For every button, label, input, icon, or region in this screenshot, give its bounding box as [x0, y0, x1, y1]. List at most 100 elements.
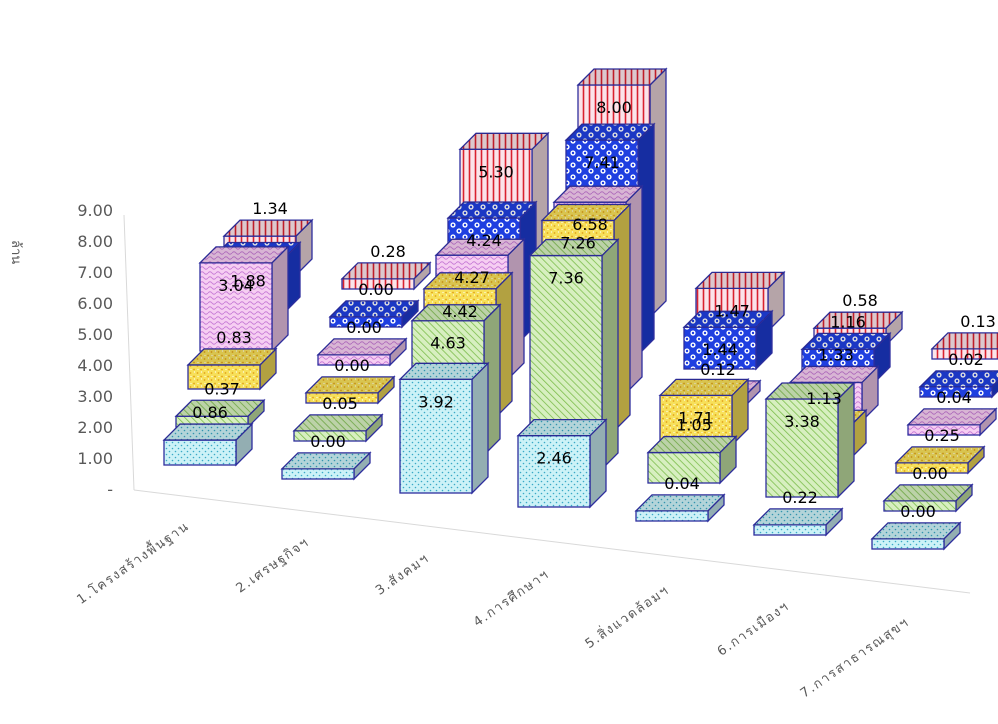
bar-top-shade [164, 424, 252, 441]
bar-top [516, 419, 608, 437]
category-group [280, 261, 432, 481]
bar-top [304, 376, 396, 394]
y-tick-label: 4.00 [77, 356, 113, 375]
y-tick-label: 8.00 [77, 232, 113, 251]
bar-top-shade [282, 452, 370, 469]
bar-top-shade [636, 494, 724, 511]
vertical-axis-line [123, 214, 135, 491]
bar-front [399, 378, 473, 494]
bar-front [187, 364, 261, 390]
bar-top [552, 185, 644, 203]
bar-top [280, 452, 372, 470]
bar-top [398, 362, 490, 380]
bar-top [576, 68, 668, 86]
bar [398, 361, 490, 495]
data-label: 8.00 [596, 98, 632, 117]
data-label: 1.71 [678, 408, 714, 427]
bar [634, 493, 726, 523]
bar [918, 370, 998, 399]
data-label: 1.33 [818, 345, 854, 364]
data-label: 2.46 [536, 449, 572, 468]
data-label: 0.00 [912, 464, 948, 483]
bar-front [517, 435, 591, 508]
data-label: 4.27 [454, 268, 490, 287]
bar-front [163, 439, 237, 466]
bar-top [646, 435, 738, 454]
bar-front [635, 510, 709, 522]
bar-top-shade [896, 446, 984, 463]
bar-top-shade [400, 363, 488, 380]
bar-top-shade [542, 204, 630, 221]
category-label: 3.สังคมฯ [373, 551, 432, 599]
data-label: 0.58 [842, 291, 878, 310]
y-axis-label: ล้าน [8, 240, 23, 264]
data-labels: 1.34 1.883.04 0.83 0.37 0.86 0.28 0.00 0.00 0.00… [192, 98, 996, 521]
bar-top [292, 414, 384, 432]
floor-axis-line [133, 489, 971, 594]
bar-top-shade [200, 246, 288, 263]
bar-top [812, 311, 904, 329]
bar-top-shade [932, 332, 998, 349]
bar [340, 261, 432, 291]
bar [764, 381, 856, 499]
bar-top-shade [696, 272, 784, 289]
data-label: 0.28 [370, 242, 406, 261]
bar-top [222, 219, 314, 237]
bar-top [764, 382, 856, 400]
data-label: 1.47 [714, 301, 750, 320]
bar-top-shade [766, 382, 854, 399]
category-group [752, 310, 904, 537]
y-tick-label: 1.00 [77, 449, 113, 468]
bar-side [271, 245, 289, 353]
bar-top-shade [566, 124, 654, 141]
data-label: 0.00 [334, 356, 370, 375]
data-label: 6.58 [572, 215, 608, 234]
bar [882, 483, 974, 513]
bar-top [422, 272, 514, 290]
data-label: 4.63 [430, 334, 466, 353]
bar-top-shade [224, 220, 312, 237]
data-label: 0.02 [948, 350, 984, 369]
data-label: 1.34 [252, 199, 288, 218]
bar-top-shade [306, 376, 394, 393]
bar [658, 377, 750, 447]
y-tick-label: 2.00 [77, 418, 113, 437]
bar [906, 407, 998, 437]
bar-top [634, 494, 726, 512]
axes [123, 214, 971, 594]
bar [162, 422, 254, 467]
bar-top [328, 300, 420, 318]
bar-top [198, 246, 290, 264]
category-label: 7.การสาธารณสุขฯ [798, 615, 912, 701]
data-label: 3.92 [418, 392, 454, 411]
y-tick-label: 5.00 [77, 325, 113, 344]
category-labels: 1.โครงสร้างพื้นฐาน 2.เศรษฐกิจฯ 3.สังคมฯ 4.ก… [73, 517, 913, 702]
bar-top [316, 338, 408, 356]
bar-front [281, 468, 355, 480]
bar [328, 299, 420, 329]
data-label: 0.00 [346, 318, 382, 337]
bar-top [694, 271, 786, 290]
data-label: 0.13 [960, 312, 996, 331]
category-label: 6.การเมืองฯ [714, 598, 792, 659]
category-group [516, 67, 668, 509]
bar-top-shade [424, 272, 512, 289]
bar-top-shade [872, 522, 960, 539]
bar-top-shade [448, 202, 536, 219]
data-label: 0.00 [358, 280, 394, 299]
y-axis-ticks: - 1.00 2.00 3.00 4.00 5.00 6.00 7.00 8.00 9.00 [77, 201, 113, 499]
data-label: 0.25 [924, 426, 960, 445]
bar-top [458, 132, 550, 150]
bar-top-shade [412, 304, 500, 321]
bar [304, 375, 396, 405]
bar [198, 245, 290, 353]
bar-top [186, 348, 278, 366]
bar-top [528, 238, 620, 257]
data-label: 5.30 [478, 162, 514, 181]
data-label: 0.22 [782, 488, 818, 507]
bar [646, 434, 738, 485]
data-label: 0.05 [322, 394, 358, 413]
bar-top-shade [554, 186, 642, 203]
data-label: 1.44 [702, 340, 738, 359]
